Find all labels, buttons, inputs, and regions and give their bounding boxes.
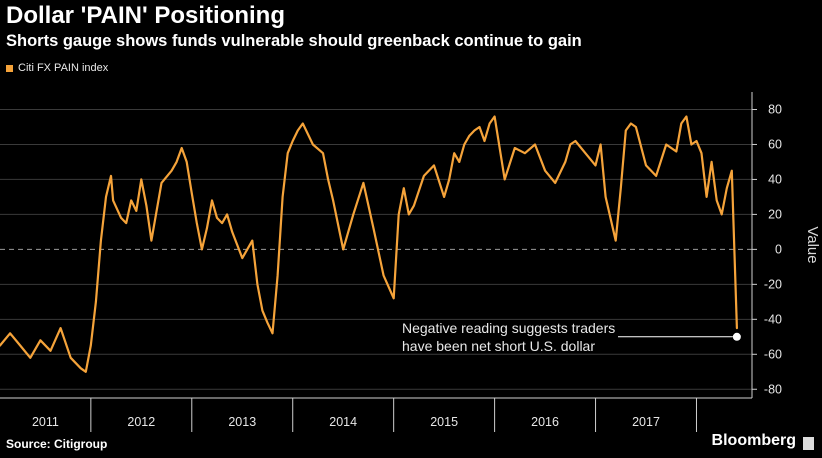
y-tick-label: -20 [764,277,782,291]
annotation-marker [732,332,741,341]
y-tick-label: 20 [768,207,782,221]
brand-logo: Bloomberg [711,432,796,449]
annotation-line-1: Negative reading suggests traders [402,320,615,336]
series [0,115,739,373]
y-tick-label: -80 [764,382,782,396]
year-label: 2014 [329,415,357,429]
y-tick-label: -60 [764,347,782,361]
year-label: 2017 [632,415,660,429]
y-tick-label: 0 [775,242,782,256]
y-tick-label: 60 [768,137,782,151]
series-line-citi-fx-pain [0,115,739,373]
annotation-group: Negative reading suggests traders have be… [402,320,741,354]
y-axis-label: Value [804,226,821,263]
year-label: 2016 [531,415,559,429]
bloomberg-icon [803,437,814,450]
source-note: Source: Citigroup [6,437,108,451]
legend: Citi FX PAIN index [6,62,108,74]
axes: 80 60 40 20 0 -20 -40 -60 -80 [0,92,782,399]
year-label: 2013 [228,415,256,429]
chart-title: Dollar 'PAIN' Positioning [6,2,285,29]
annotation-line-2: have been net short U.S. dollar [402,338,595,354]
y-tick-label: 80 [768,102,782,116]
year-label: 2015 [430,415,458,429]
chart-subtitle: Shorts gauge shows funds vulnerable shou… [6,32,582,50]
y-tick-label: 40 [768,172,782,186]
year-label: 2011 [32,415,59,429]
year-label: 2012 [127,415,155,429]
legend-swatch [6,64,13,72]
y-tick-label: -40 [764,312,782,326]
grid [0,108,752,390]
x-axis-years: 2011 2012 2013 2014 2015 2016 2017 [32,398,697,432]
legend-label: Citi FX PAIN index [18,62,109,74]
